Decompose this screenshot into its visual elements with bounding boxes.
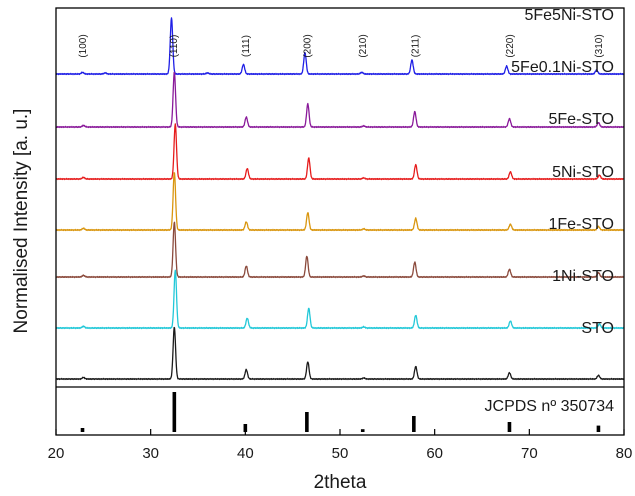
reference-line: [412, 416, 416, 432]
reference-label: JCPDS nº 350734: [485, 398, 615, 415]
reference-line: [596, 425, 601, 432]
peak-index-label: (210): [358, 34, 369, 57]
series-label: 5Fe0.1Ni-STO: [511, 59, 614, 76]
peak-index-label: (310): [594, 34, 605, 57]
series-label: 1Fe-STO: [549, 216, 615, 233]
series-trace: 1Ni-STO: [55, 268, 625, 330]
x-tick-label: 40: [237, 445, 254, 462]
series-trace: 1Fe-STO: [55, 216, 625, 279]
peak-index-label: (111): [241, 35, 252, 57]
peak-index-layer: (100) (110) (111) (200) (210) (211) (220) (310): [78, 34, 605, 57]
series-trace: STO: [55, 320, 625, 381]
series-line: [55, 326, 625, 381]
x-tick-label: 70: [521, 445, 538, 462]
reference-line: [80, 428, 85, 432]
y-axis-label: Normalised Intensity [a. u.]: [11, 109, 32, 334]
x-tick-label: 80: [616, 445, 633, 462]
reference-line: [507, 422, 512, 432]
reference-line: [243, 424, 248, 432]
reference-line: [172, 392, 177, 432]
series-label: 5Fe-STO: [549, 111, 615, 128]
peak-index-label: (110): [169, 35, 180, 58]
reference-line: [360, 429, 365, 432]
series-line: [55, 269, 625, 330]
reference-line: [305, 412, 309, 432]
series-label: 5Fe5Ni-STO: [524, 7, 614, 24]
peak-index-label: (200): [302, 34, 313, 57]
series-trace: 5Ni-STO: [55, 164, 625, 232]
x-tick-label: 50: [332, 445, 349, 462]
x-tick-label: 20: [48, 445, 65, 462]
series-label: 5Ni-STO: [552, 164, 614, 181]
series-line: [55, 123, 625, 181]
series-line: [55, 172, 625, 232]
series-line: [55, 221, 625, 279]
x-tick-label: 30: [142, 445, 159, 462]
x-axis-label: 2theta: [314, 472, 367, 493]
series-trace: 5Fe5Ni-STO: [55, 7, 625, 76]
series-layer: 5Fe5Ni-STO 5Fe0.1Ni-STO 5Fe-STO 5Ni-STO 1Fe-…: [55, 7, 625, 381]
peak-index-label: (100): [78, 34, 89, 57]
peak-index-label: (211): [410, 35, 421, 58]
series-trace: 5Fe-STO: [55, 111, 625, 181]
x-axis: 20 30 40 50 60 70 80: [48, 429, 633, 462]
series-line: [55, 71, 625, 129]
peak-index-label: (220): [505, 34, 516, 57]
series-label: 1Ni-STO: [552, 268, 614, 285]
reference-layer: JCPDS nº 350734: [80, 392, 615, 432]
series-trace: 5Fe0.1Ni-STO: [55, 59, 625, 129]
series-label: STO: [581, 320, 614, 337]
x-tick-label: 60: [426, 445, 443, 462]
series-line: [55, 17, 625, 76]
